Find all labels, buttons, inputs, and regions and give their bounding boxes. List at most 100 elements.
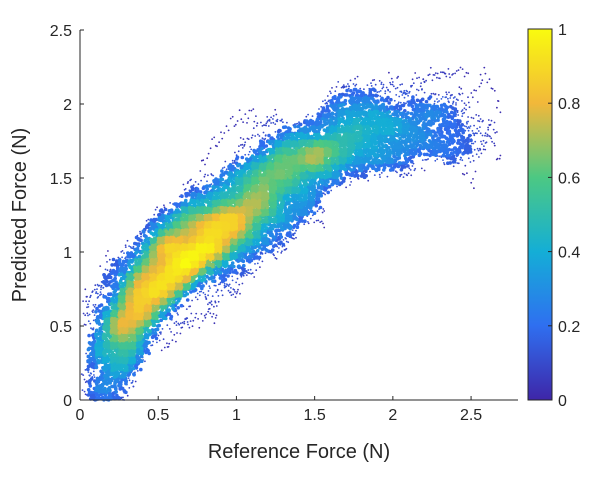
scatter-point [369, 104, 373, 108]
scatter-point [470, 181, 473, 184]
scatter-point [308, 180, 313, 184]
scatter-point [378, 173, 381, 176]
scatter-point [89, 294, 92, 297]
scatter-point [221, 294, 224, 297]
scatter-point [382, 155, 386, 160]
scatter-point [195, 187, 200, 192]
scatter-point [452, 159, 457, 164]
scatter-point [276, 251, 279, 253]
scatter-point [416, 104, 420, 109]
scatter-point [473, 124, 475, 127]
scatter-point [225, 168, 228, 171]
scatter-point [299, 131, 304, 136]
scatter-point [166, 324, 169, 327]
scatter-point [173, 322, 176, 325]
scatter-point [150, 335, 155, 340]
scatter-point [479, 132, 482, 135]
scatter-point [364, 169, 368, 173]
scatter-point [108, 270, 111, 273]
scatter-point [88, 300, 90, 303]
scatter-point [293, 201, 298, 205]
scatter-point [192, 319, 195, 322]
scatter-point [464, 129, 467, 132]
scatter-point [220, 131, 222, 134]
scatter-point [90, 365, 95, 369]
scatter-point [359, 87, 362, 90]
scatter-point [394, 145, 398, 150]
scatter-point [87, 306, 90, 308]
scatter-point [126, 394, 129, 397]
scatter-point [355, 152, 359, 156]
scatter-point [452, 133, 456, 138]
scatter-point [355, 170, 359, 174]
scatter-point [324, 121, 329, 126]
scatter-point [107, 380, 112, 385]
scatter-point [380, 81, 383, 84]
scatter-point [438, 155, 441, 158]
scatter-point [213, 322, 216, 325]
scatter-point [300, 187, 305, 191]
scatter-point [299, 216, 304, 220]
scatter-point [207, 152, 210, 155]
scatter-point [450, 94, 452, 96]
scatter-point [168, 342, 171, 345]
scatter-point [232, 293, 235, 296]
scatter-point [322, 208, 325, 210]
scatter-point [100, 284, 103, 287]
scatter-point [210, 183, 213, 186]
scatter-point [475, 89, 477, 92]
scatter-point [425, 79, 427, 82]
scatter-point [115, 266, 120, 271]
scatter-point [160, 349, 163, 352]
scatter-point [244, 272, 246, 275]
scatter-point [366, 164, 371, 168]
scatter-point [406, 124, 411, 129]
scatter-point [459, 66, 462, 69]
scatter-point [350, 181, 352, 183]
scatter-point [137, 350, 142, 355]
scatter-point [479, 126, 481, 128]
scatter-point [226, 274, 230, 278]
scatter-point [464, 164, 467, 167]
scatter-point [294, 205, 299, 210]
scatter-point [153, 331, 157, 335]
scatter-point [205, 298, 208, 300]
scatter-point [283, 125, 288, 129]
scatter-point [236, 291, 239, 293]
scatter-point [96, 292, 99, 295]
scatter-point [304, 189, 309, 193]
scatter-point [438, 123, 442, 127]
scatter-point [359, 93, 364, 97]
scatter-point [466, 127, 469, 130]
scatter-point [92, 319, 95, 322]
scatter-point [398, 144, 402, 149]
scatter-point [97, 295, 100, 298]
scatter-point [382, 105, 386, 110]
scatter-point [394, 87, 397, 90]
scatter-point [427, 139, 432, 143]
scatter-point [284, 220, 288, 224]
scatter-point [380, 83, 383, 85]
scatter-point [476, 101, 479, 103]
scatter-point [381, 149, 385, 154]
scatter-point [89, 342, 93, 346]
scatter-point [382, 144, 386, 149]
scatter-point [113, 273, 118, 277]
scatter-point [199, 170, 202, 172]
scatter-point [379, 90, 382, 92]
scatter-point [192, 184, 195, 187]
scatter-point [255, 115, 257, 117]
scatter-point [203, 175, 206, 178]
scatter-point [484, 132, 487, 135]
scatter-point [398, 130, 403, 134]
scatter-point [488, 78, 491, 81]
scatter-point [399, 175, 401, 178]
scatter-point [207, 174, 209, 177]
scatter-point [186, 317, 189, 320]
scatter-point [428, 103, 432, 108]
scatter-point [301, 198, 306, 202]
scatter-point [452, 97, 455, 99]
scatter-point [87, 320, 90, 323]
scatter-point [219, 173, 224, 177]
scatter-point [411, 138, 416, 142]
